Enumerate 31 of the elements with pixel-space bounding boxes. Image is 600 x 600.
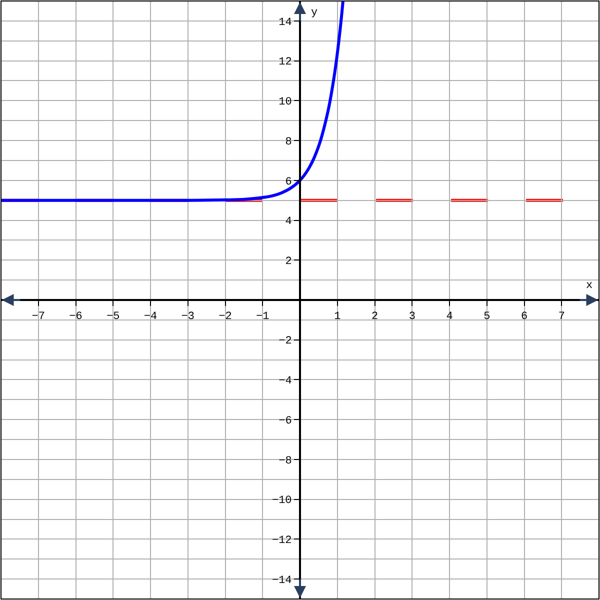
y-tick-label: −12	[272, 535, 292, 548]
x-tick-label: −4	[144, 311, 158, 324]
y-tick-label: 14	[278, 16, 292, 29]
x-tick-label: 6	[520, 311, 528, 324]
y-tick-label: 6	[285, 176, 292, 188]
y-tick-label: −4	[278, 376, 292, 388]
x-tick-label: −6	[69, 311, 82, 324]
x-tick-label: 2	[371, 311, 378, 324]
y-tick-label: 4	[285, 216, 292, 228]
y-axis-title: y	[311, 7, 318, 19]
y-tick-label: −2	[278, 336, 292, 348]
y-tick-label: 2	[285, 256, 292, 268]
x-tick-label: 3	[408, 311, 416, 324]
y-tick-label: 10	[278, 96, 292, 109]
x-tick-label: 4	[446, 311, 454, 324]
y-tick-label: −14	[272, 574, 292, 587]
x-tick-label: −5	[106, 311, 120, 324]
x-axis-title: x	[586, 280, 593, 292]
x-tick-label: −2	[218, 311, 232, 324]
y-tick-label: −6	[278, 415, 292, 428]
x-tick-label: 7	[558, 311, 565, 324]
x-tick-label: 5	[484, 311, 490, 324]
y-tick-label: 8	[285, 136, 292, 148]
y-tick-label: −10	[272, 495, 292, 508]
x-tick-label: 1	[334, 311, 342, 324]
line-series	[1, 1, 344, 202]
x-tick-label: −1	[256, 311, 270, 324]
x-tick-label: −7	[32, 311, 45, 324]
x-tick-label: −3	[181, 311, 194, 324]
y-tick-label: −8	[278, 455, 292, 468]
y-tick-label: 12	[278, 56, 292, 69]
